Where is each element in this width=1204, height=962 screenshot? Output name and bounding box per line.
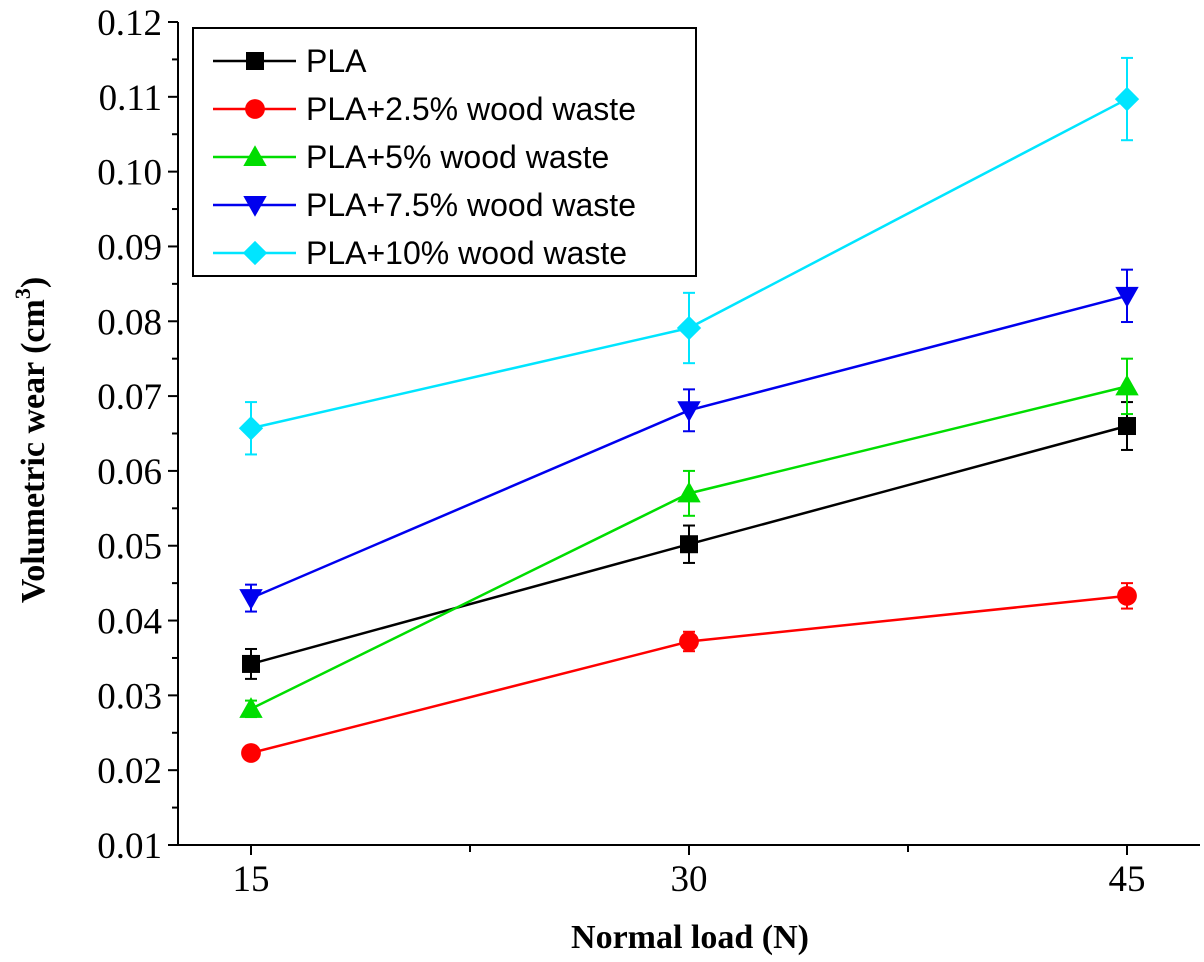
y-tick-label: 0.12 — [97, 3, 162, 44]
axes: 0.01 0.02 0.03 0.04 0.05 0.06 0.07 0.08 0.09 0.10… — [97, 3, 1200, 900]
series — [239, 268, 1139, 613]
data-point — [245, 99, 265, 119]
y-tick-label: 0.07 — [97, 377, 162, 418]
x-tick-label: 15 — [233, 859, 270, 900]
legend-label: PLA+10% wood waste — [306, 235, 627, 271]
data-point — [1115, 286, 1139, 308]
y-tick-label: 0.05 — [97, 527, 162, 568]
data-point — [1117, 585, 1137, 606]
series — [238, 56, 1140, 456]
y-axis-title-sup: 3 — [10, 288, 35, 299]
data-point — [679, 631, 699, 652]
data-point — [243, 145, 267, 166]
data-point — [676, 315, 702, 341]
series — [239, 357, 1139, 719]
x-tick-label: 45 — [1109, 859, 1146, 900]
data-point — [677, 481, 701, 503]
plot-area — [238, 56, 1140, 763]
series — [242, 401, 1136, 680]
data-point — [238, 416, 264, 441]
data-point — [239, 697, 263, 718]
data-point — [1115, 374, 1139, 396]
data-point — [677, 401, 701, 423]
y-tick-label: 0.03 — [97, 676, 162, 717]
y-axis-title-main: Volumetric wear (cm — [15, 299, 52, 603]
x-axis-title: Normal load (N) — [571, 919, 809, 956]
data-point — [243, 196, 267, 217]
series — [241, 582, 1137, 763]
data-point — [680, 535, 698, 554]
legend-box — [192, 27, 697, 277]
y-tick-label: 0.10 — [97, 153, 162, 194]
data-point — [241, 743, 261, 763]
series-line — [250, 594, 1128, 755]
legend-label: PLA+5% wood waste — [306, 139, 609, 175]
legend-label: PLA+7.5% wood waste — [306, 187, 636, 223]
y-tick-label: 0.11 — [99, 78, 162, 119]
data-point — [242, 240, 268, 266]
y-axis-title: Volumetric wear (cm3) — [10, 277, 52, 603]
data-point — [1114, 86, 1140, 112]
data-point — [246, 52, 264, 70]
x-tick-label: 30 — [671, 859, 708, 900]
y-tick-label: 0.09 — [97, 227, 162, 268]
y-axis-title-close: ) — [15, 277, 52, 288]
data-point — [242, 654, 260, 673]
data-point — [239, 589, 263, 610]
data-point — [1118, 417, 1136, 436]
y-tick-label: 0.01 — [97, 826, 162, 867]
y-tick-label: 0.06 — [97, 452, 162, 493]
legend-label: PLA — [306, 43, 367, 79]
y-tick-label: 0.02 — [97, 751, 162, 792]
y-tick-label: 0.04 — [97, 602, 162, 643]
y-tick-label: 0.08 — [97, 302, 162, 343]
legend-label: PLA+2.5% wood waste — [306, 91, 636, 127]
legend: PLA PLA+2.5% wood waste PLA+5% wood waste P… — [192, 27, 697, 277]
